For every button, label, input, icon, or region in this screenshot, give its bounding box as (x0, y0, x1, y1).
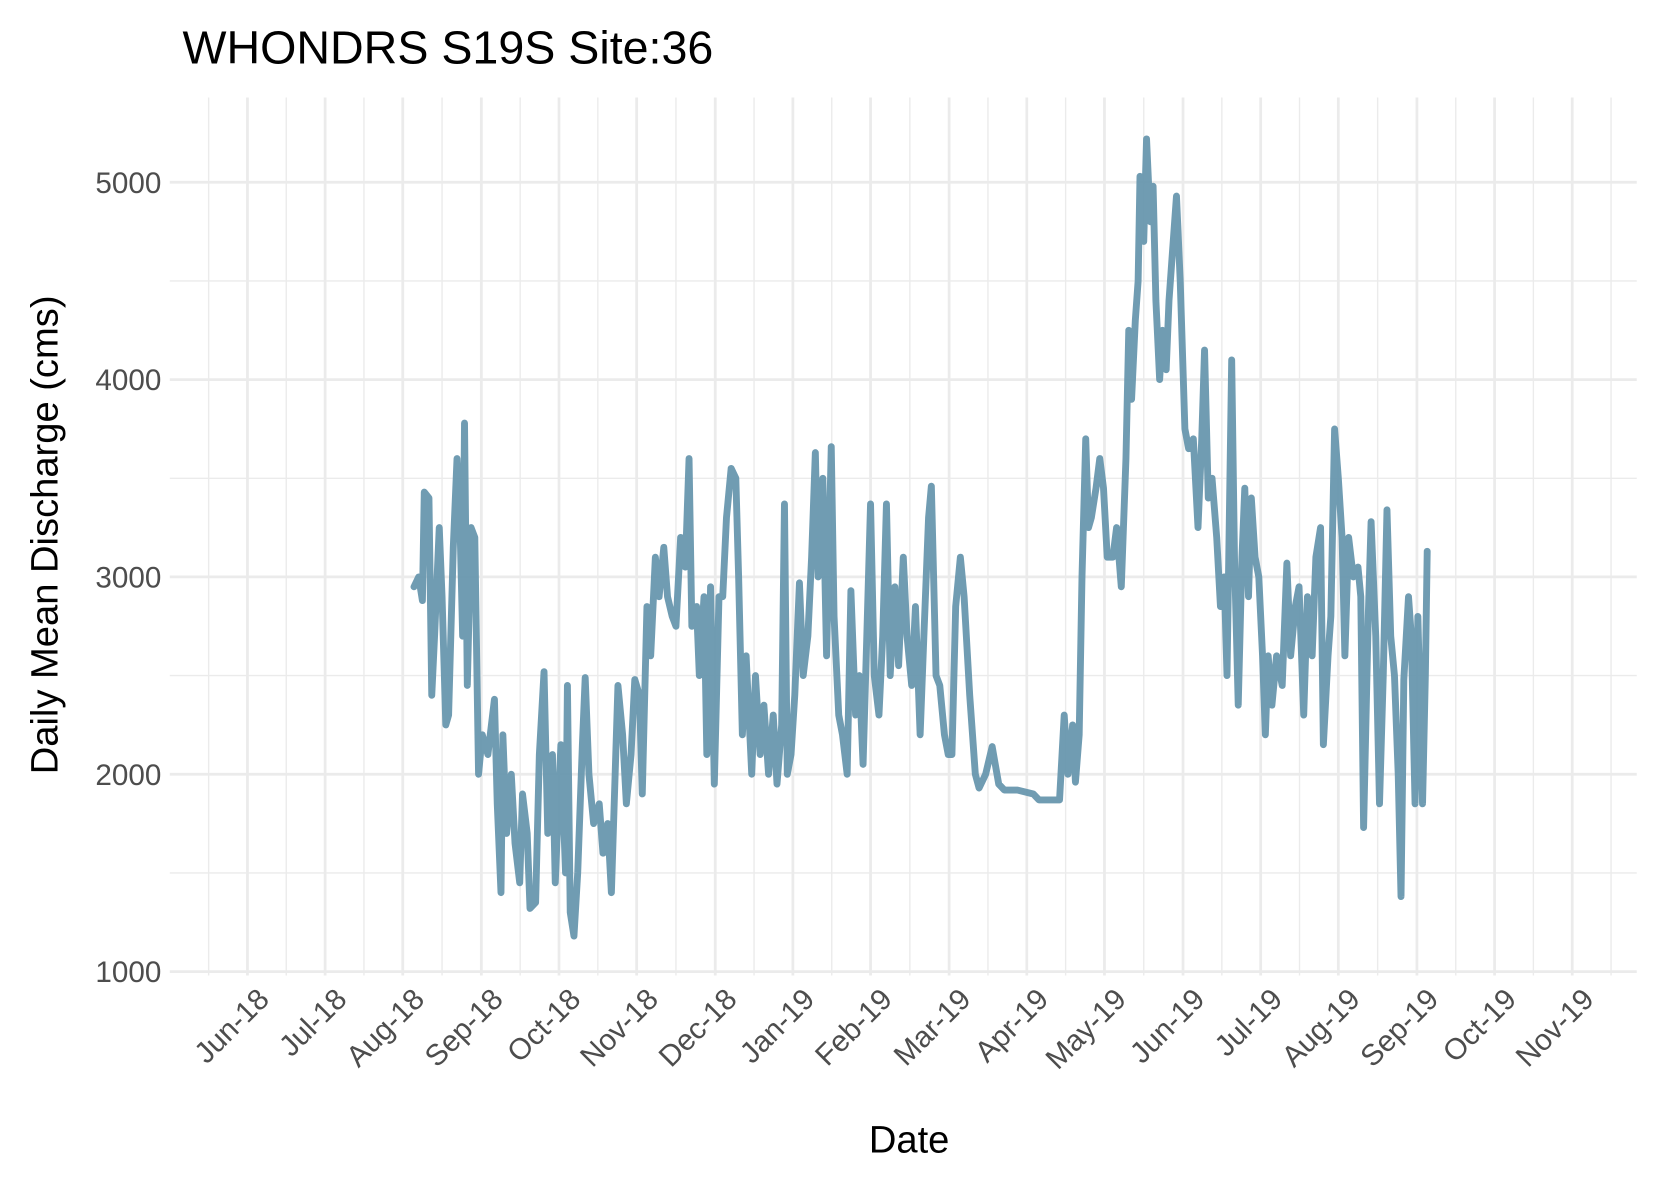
y-tick-label: 5000 (95, 167, 161, 200)
y-tick-label: 1000 (95, 956, 161, 989)
chart-title: WHONDRS S19S Site:36 (183, 22, 714, 74)
y-tick-label: 3000 (95, 562, 161, 595)
y-tick-label: 4000 (95, 364, 161, 397)
data-line (410, 135, 1431, 940)
x-axis-title: Date (869, 1118, 950, 1161)
plot-area (410, 135, 1431, 940)
y-tick-label: 2000 (95, 759, 161, 792)
y-axis-title: Daily Mean Discharge (cms) (24, 295, 67, 774)
